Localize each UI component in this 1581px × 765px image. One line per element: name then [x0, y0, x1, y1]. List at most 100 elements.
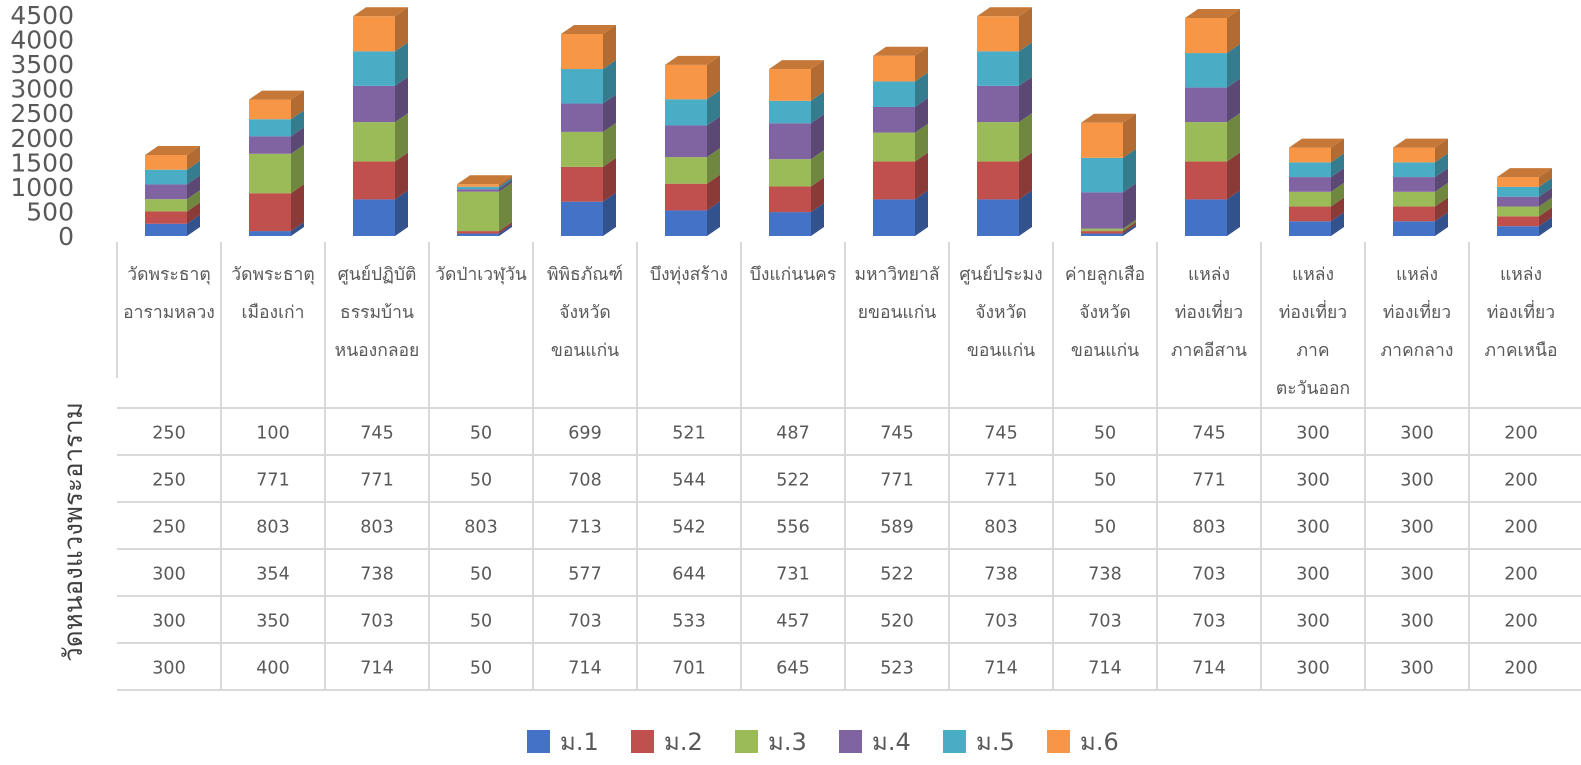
bar-segment	[1081, 219, 1136, 232]
x-category-label: วัดพระธาตุเมืองเก่า	[231, 265, 314, 323]
y-tick-label: 500	[26, 197, 74, 226]
table-cell-value: 771	[256, 471, 289, 491]
legend-swatch	[943, 730, 966, 753]
bar-segment	[353, 113, 408, 162]
table-cell-value: 300	[1400, 518, 1433, 538]
table-cell-value: 713	[568, 518, 601, 538]
table-cell-value: 745	[984, 424, 1017, 444]
table-cell-value: 487	[776, 424, 809, 444]
table-cell-value: 738	[984, 565, 1017, 585]
bar-segment	[1081, 113, 1136, 158]
bar-segment	[1081, 183, 1136, 229]
table-cell-value: 354	[256, 565, 289, 585]
bar-segment	[457, 177, 512, 190]
bar-segment	[457, 180, 512, 192]
legend-swatch	[527, 730, 550, 753]
y-tick-label: 1000	[10, 173, 74, 202]
table-cell-value: 300	[1296, 518, 1329, 538]
bar-segment	[873, 72, 928, 107]
x-category-label: พิพิธภัณฑ์จังหวัดขอนแก่น	[547, 264, 623, 361]
table-cell-value: 50	[1094, 518, 1116, 538]
table-cell-value: 200	[1504, 424, 1537, 444]
data-table: วัดพระธาตุอารามหลวง วัดพระธาตุเมืองเก่า ศู…	[59, 242, 1581, 691]
bar-segment	[145, 190, 200, 212]
table-cell-value: 731	[776, 565, 809, 585]
y-tick-label: 2500	[10, 99, 74, 128]
legend-swatch	[631, 730, 654, 753]
bar-top-cap	[561, 24, 616, 34]
table-cell-value: 50	[470, 565, 492, 585]
table-cell-value: 771	[1192, 471, 1225, 491]
table-cell-value: 521	[672, 424, 705, 444]
bar-segment	[249, 184, 304, 232]
legend-label: ม.1	[560, 728, 599, 756]
bar-segment	[1081, 148, 1136, 193]
legend-label: ม.4	[872, 728, 911, 756]
table-cell-value: 400	[256, 659, 289, 679]
table-cell-value: 300	[152, 612, 185, 632]
table-cell-value: 589	[880, 518, 913, 538]
bar-segment	[145, 160, 200, 185]
bar-segment	[873, 152, 928, 200]
bar-top-cap	[873, 46, 928, 56]
table-cell-value: 50	[470, 612, 492, 632]
table-cell-value: 300	[1400, 471, 1433, 491]
table-cell-value: 250	[152, 471, 185, 491]
table-cell-value: 701	[672, 659, 705, 679]
table-cell-value: 250	[152, 518, 185, 538]
table-cell-value: 644	[672, 565, 705, 585]
bar-segment	[353, 42, 408, 86]
bar-segment	[353, 7, 408, 52]
bar-segment	[1185, 190, 1240, 236]
table-cell-value: 745	[1192, 424, 1225, 444]
bar-top-cap	[249, 90, 304, 100]
x-category-label: แหล่งท่องเที่ยวภาคตะวันออก	[1276, 265, 1350, 399]
bar-segment	[145, 214, 200, 236]
table-cell-value: 738	[360, 565, 393, 585]
bar-segment	[977, 113, 1032, 162]
table-cell-value: 803	[984, 518, 1017, 538]
bar-segment	[353, 76, 408, 123]
bar-segment	[1185, 44, 1240, 88]
bar-segment	[1185, 8, 1240, 54]
bar-segment	[1393, 197, 1448, 222]
bar-segment	[561, 94, 616, 132]
bar-segment	[353, 190, 408, 236]
table-cell-value: 803	[464, 518, 497, 538]
table-cell-value: 771	[880, 471, 913, 491]
bar-top-cap	[353, 7, 408, 17]
table-cell-value: 300	[152, 565, 185, 585]
bar-segment	[769, 114, 824, 160]
table-cell-value: 703	[1192, 565, 1225, 585]
table-cell-value: 300	[1400, 659, 1433, 679]
table-cell-value: 50	[1094, 424, 1116, 444]
bar-segment	[1393, 182, 1448, 207]
x-category-label: แหล่งท่องเที่ยวภาคอีสาน	[1171, 265, 1247, 361]
legend-label: ม.5	[976, 728, 1015, 756]
table-cell-value: 703	[1088, 612, 1121, 632]
table-cell-value: 703	[568, 612, 601, 632]
bar-segment	[665, 201, 720, 236]
bar-segment	[561, 122, 616, 167]
bar-segment	[1289, 212, 1344, 236]
bar-segment	[873, 123, 928, 162]
bar-segment	[457, 182, 512, 232]
legend-swatch	[1047, 730, 1070, 753]
bar-top-cap	[1185, 8, 1240, 18]
table-cell-value: 200	[1504, 612, 1537, 632]
bar-segment	[1185, 78, 1240, 123]
table-cell-value: 350	[256, 612, 289, 632]
legend-item: ม.6	[1047, 728, 1119, 756]
bar-segment	[873, 97, 928, 133]
x-category-label: แหล่งท่องเที่ยวภาคเหนือ	[1484, 265, 1557, 361]
bar-top-cap	[1393, 138, 1448, 148]
bar-segment	[249, 110, 304, 137]
table-cell-value: 457	[776, 612, 809, 632]
table-cell-value: 714	[1088, 659, 1121, 679]
table-cell-value: 300	[1296, 471, 1329, 491]
table-cell-value: 50	[1094, 471, 1116, 491]
table-cell-value: 300	[1296, 565, 1329, 585]
bar-segment	[353, 152, 408, 200]
bar-segment	[769, 60, 824, 101]
table-cell-value: 577	[568, 565, 601, 585]
